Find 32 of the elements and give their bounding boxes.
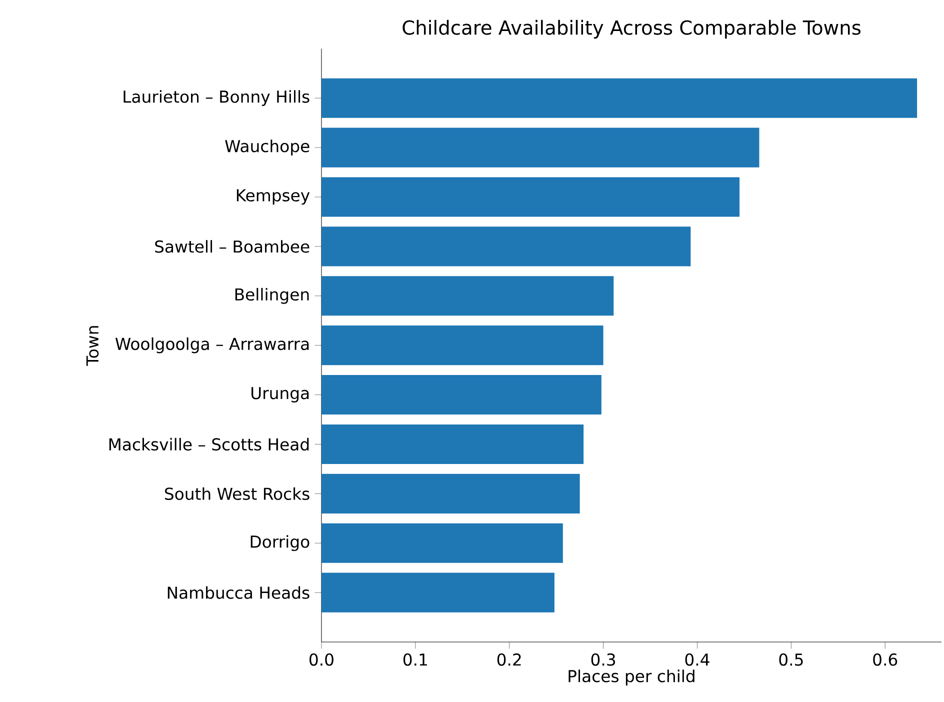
bar <box>321 523 563 563</box>
x-tick-label: 0.6 <box>873 653 898 666</box>
chart-title: Childcare Availability Across Comparable Towns <box>402 20 860 39</box>
bar <box>321 572 554 612</box>
x-tick-label: 0.2 <box>497 653 521 666</box>
x-tick-label: 0.3 <box>591 653 616 666</box>
bar <box>321 375 602 415</box>
y-tick-label: Laurieton – Bonny Hills <box>124 90 310 106</box>
bar <box>321 474 580 514</box>
x-axis-title: Places per child <box>568 670 694 686</box>
x-tick-label: 0.4 <box>685 653 710 666</box>
x-tick-label: 0.1 <box>403 653 427 666</box>
y-tick-label: Bellingen <box>235 288 309 304</box>
bar <box>321 276 614 316</box>
y-tick-label: Urunga <box>252 387 309 402</box>
y-axis-title: Town <box>86 326 99 366</box>
bar <box>321 128 760 168</box>
y-tick-label: South West Rocks <box>165 487 310 500</box>
y-tick-label: Woolgoolga – Arrawarra <box>115 337 309 354</box>
x-tick-label: 0.0 <box>310 653 334 666</box>
y-tick-label: Macksville – Scotts Head <box>109 438 309 451</box>
y-tick-label: Kempsey <box>236 189 310 205</box>
y-tick-label: Dorrigo <box>250 535 310 552</box>
bar <box>321 326 604 366</box>
y-tick-label: Sawtell – Boambee <box>155 240 310 253</box>
x-tick-label: 0.5 <box>779 653 803 666</box>
bar <box>321 78 918 118</box>
y-tick-label: Wauchope <box>225 140 310 156</box>
bar <box>321 424 584 464</box>
bar <box>321 226 691 266</box>
y-tick-label: Nambucca Heads <box>168 586 310 599</box>
bar <box>321 177 740 217</box>
